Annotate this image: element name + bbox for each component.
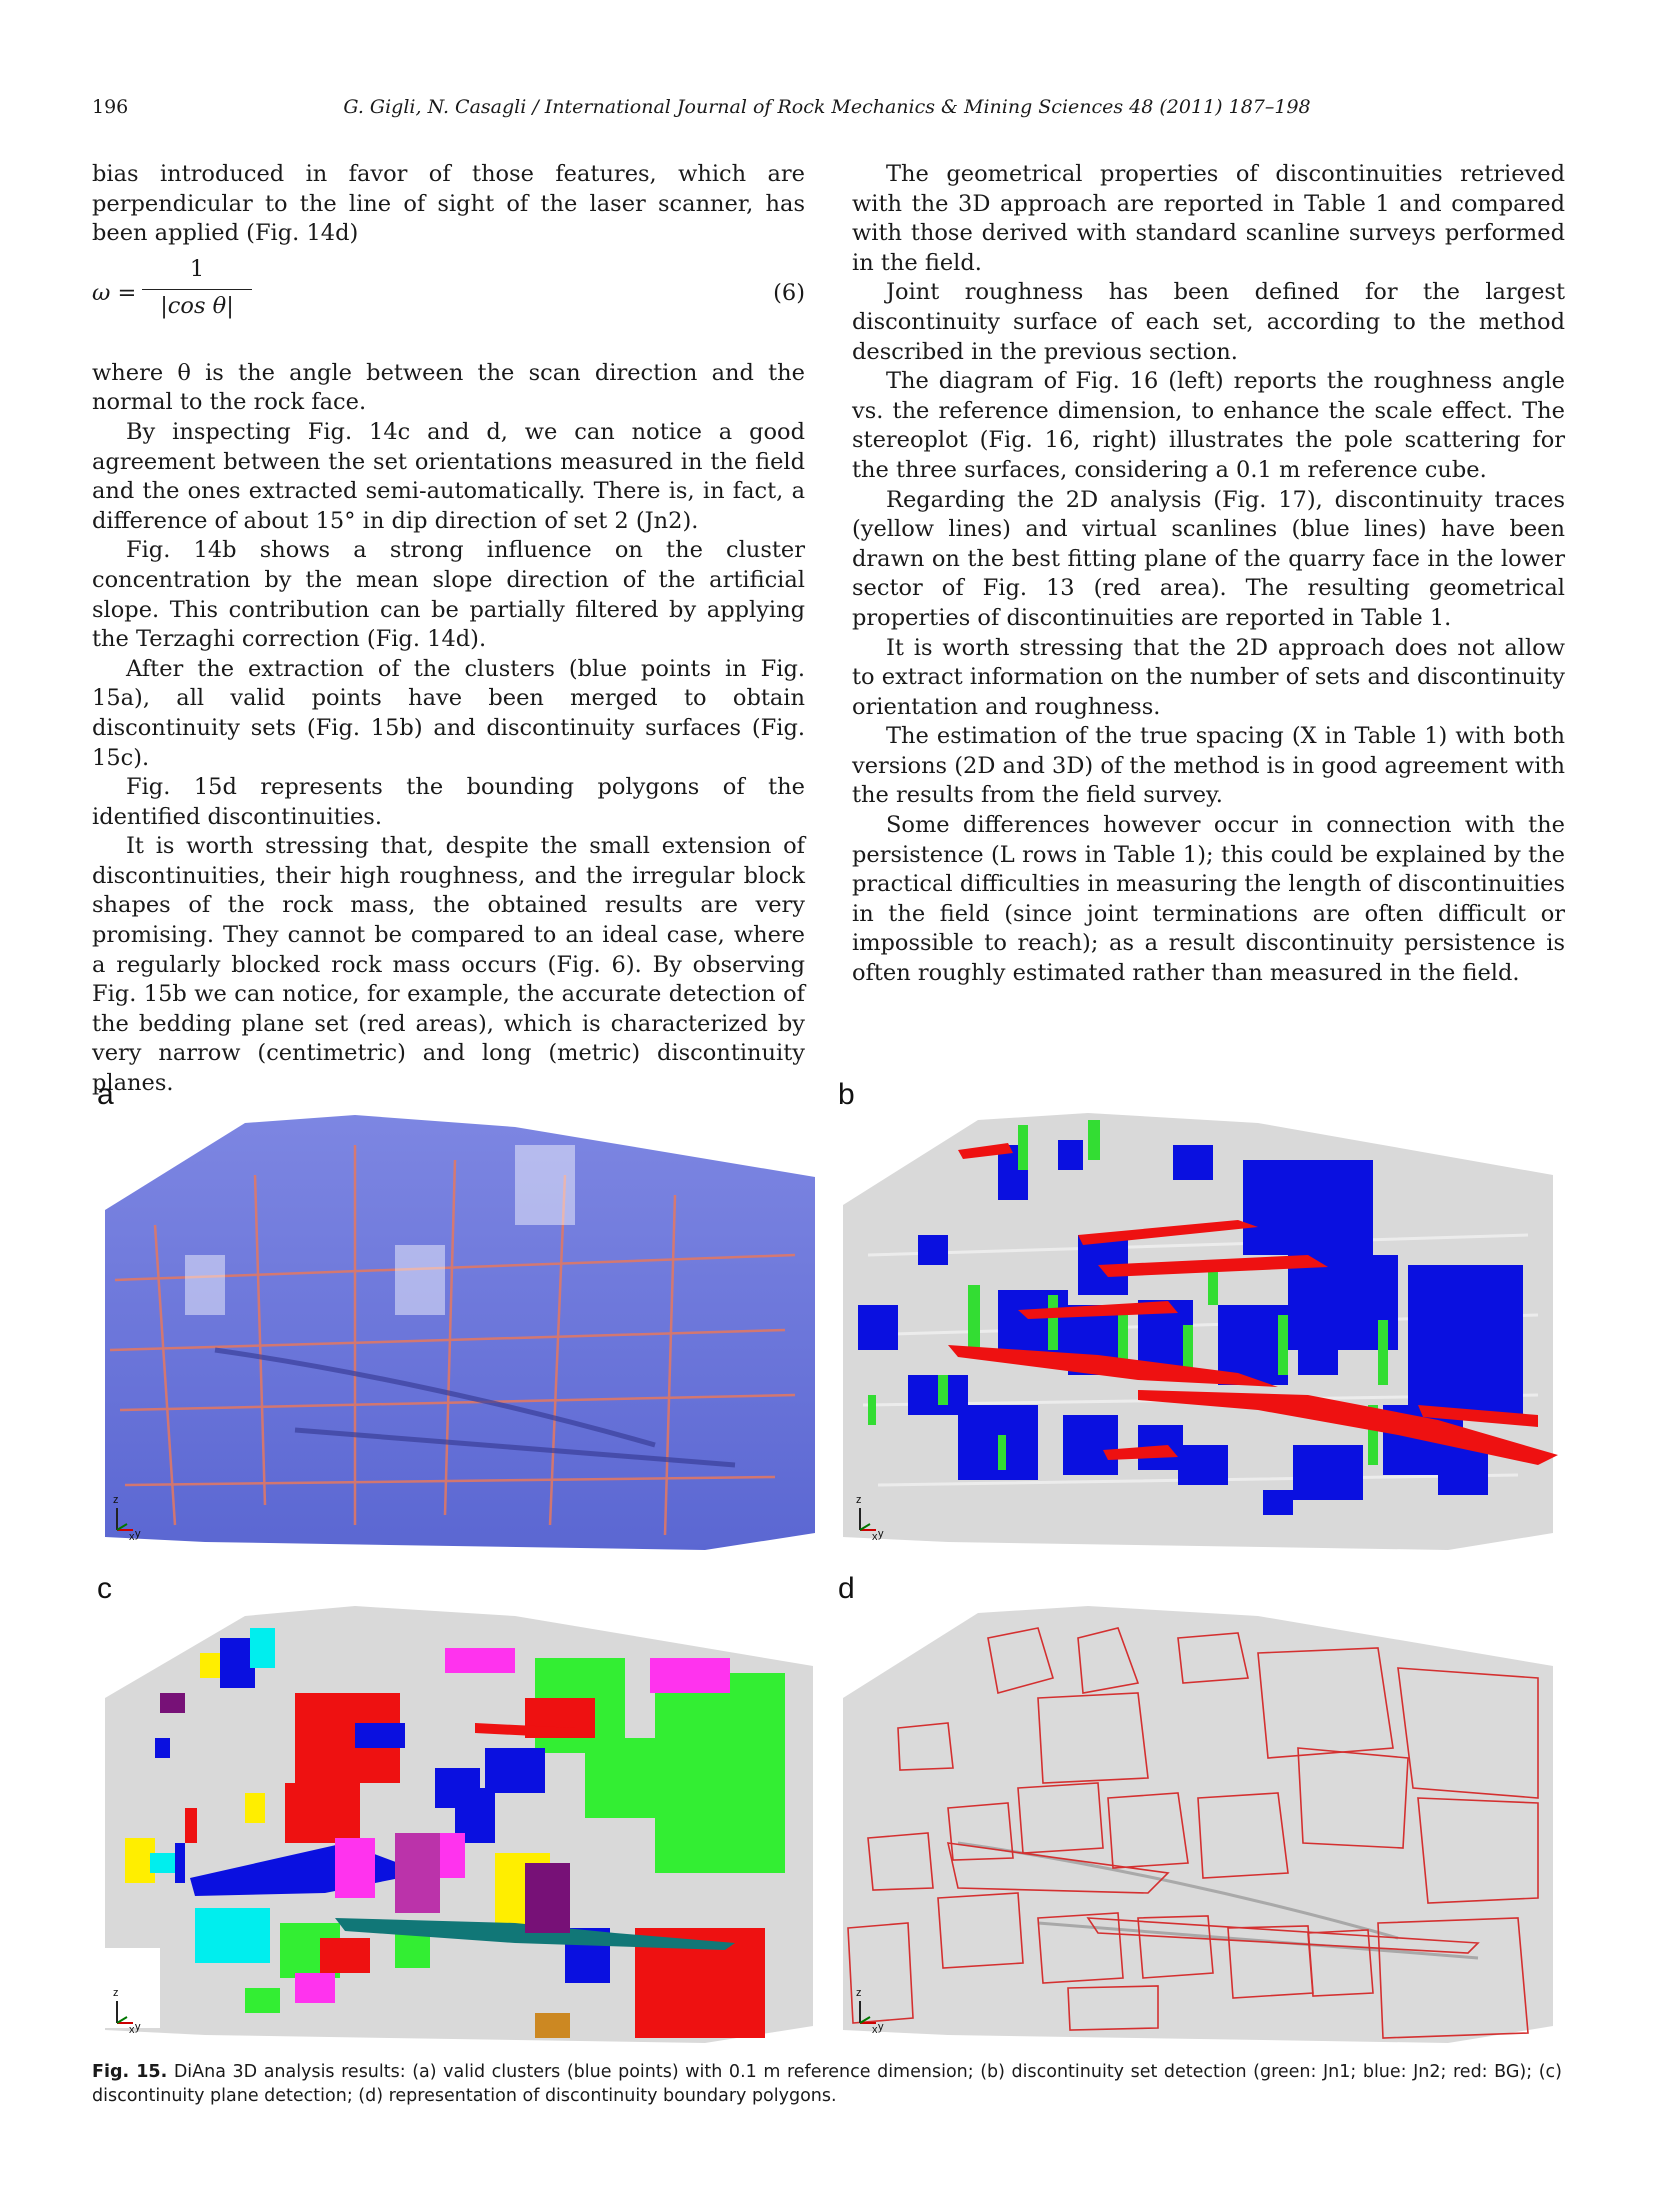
panel-label-b: b (838, 1078, 855, 1111)
equation-denominator: |cos θ| (160, 292, 234, 319)
right-column: The geometrical properties of discontinu… (852, 160, 1565, 989)
figure-panel-c: z x y (95, 1598, 815, 2048)
axis-y-label: y (878, 2021, 884, 2033)
fraction-bar (142, 288, 252, 290)
axis-y-label: y (135, 1528, 141, 1540)
axis-z-label: z (113, 1494, 119, 1506)
running-header: 196 G. Gigli, N. Casagli / International… (92, 96, 1562, 126)
axis-y-label: y (878, 1528, 884, 1540)
equation-lhs: ω = (92, 279, 137, 306)
axis-y-label: y (135, 2021, 141, 2033)
figure-panel-a: z x y (95, 1105, 815, 1555)
axis-x-label: x (872, 1531, 878, 1543)
caption-label: Fig. 15. (92, 2062, 168, 2082)
axis-triad-icon: z x y (113, 1987, 141, 2036)
equation-numerator: 1 (189, 255, 205, 282)
valid-clusters-scan-image: z x y (105, 1115, 815, 1550)
axis-x-label: x (129, 1531, 135, 1543)
axis-x-label: x (872, 2024, 878, 2036)
axis-z-label: z (856, 1494, 862, 1506)
boundary-polygons-scan-image: z x y (843, 1606, 1553, 2043)
caption-text: DiAna 3D analysis results: (a) valid clu… (92, 2062, 1562, 2106)
panel-label-c: c (97, 1572, 112, 1605)
equation-fraction: 1 |cos θ| (142, 255, 252, 322)
paragraph: Some differences however occur in connec… (852, 812, 1565, 987)
paragraph: It is worth stressing that, despite the … (92, 833, 805, 1097)
paragraph: The estimation of the true spacing (X in… (852, 723, 1565, 809)
discontinuity-planes-scan-image: z x y (100, 1606, 813, 2043)
paragraph: Regarding the 2D analysis (Fig. 17), dis… (852, 486, 1565, 631)
panel-label-a: a (97, 1078, 114, 1111)
figure-panel-d: z x y (838, 1598, 1558, 2048)
left-column: bias introduced in favor of those featur… (92, 160, 805, 1099)
paragraph: It is worth stressing that the 2D approa… (852, 634, 1565, 720)
figure-panel-b: z x y (838, 1105, 1558, 1555)
paragraph: The geometrical properties of discontinu… (852, 161, 1565, 276)
figure-caption: Fig. 15. DiAna 3D analysis results: (a) … (92, 2060, 1562, 2108)
paragraph: bias introduced in favor of those featur… (92, 161, 805, 247)
axis-triad-icon: z x y (856, 1987, 884, 2036)
paragraph: By inspecting Fig. 14c and d, we can not… (92, 418, 805, 534)
equation-number: (6) (773, 279, 805, 306)
paragraph: Fig. 15d represents the bounding polygon… (92, 774, 805, 830)
axis-triad-icon: z x y (113, 1494, 141, 1543)
axis-x-label: x (129, 2024, 135, 2036)
discontinuity-sets-scan-image: z x y (843, 1113, 1558, 1550)
axis-triad-icon: z x y (856, 1494, 884, 1543)
paragraph: Joint roughness has been defined for the… (852, 279, 1565, 365)
axis-z-label: z (113, 1987, 119, 1999)
paragraph: After the extraction of the clusters (bl… (92, 655, 805, 771)
axis-z-label: z (856, 1987, 862, 1999)
paragraph: Fig. 14b shows a strong influence on the… (92, 537, 805, 653)
panel-label-d: d (838, 1572, 855, 1605)
paragraph: The diagram of Fig. 16 (left) reports th… (852, 368, 1565, 483)
running-title: G. Gigli, N. Casagli / International Jou… (343, 96, 1311, 118)
paragraph: where θ is the angle between the scan di… (92, 359, 805, 416)
page-number: 196 (92, 96, 129, 118)
equation-6: ω = 1 |cos θ| (6) (92, 255, 805, 351)
